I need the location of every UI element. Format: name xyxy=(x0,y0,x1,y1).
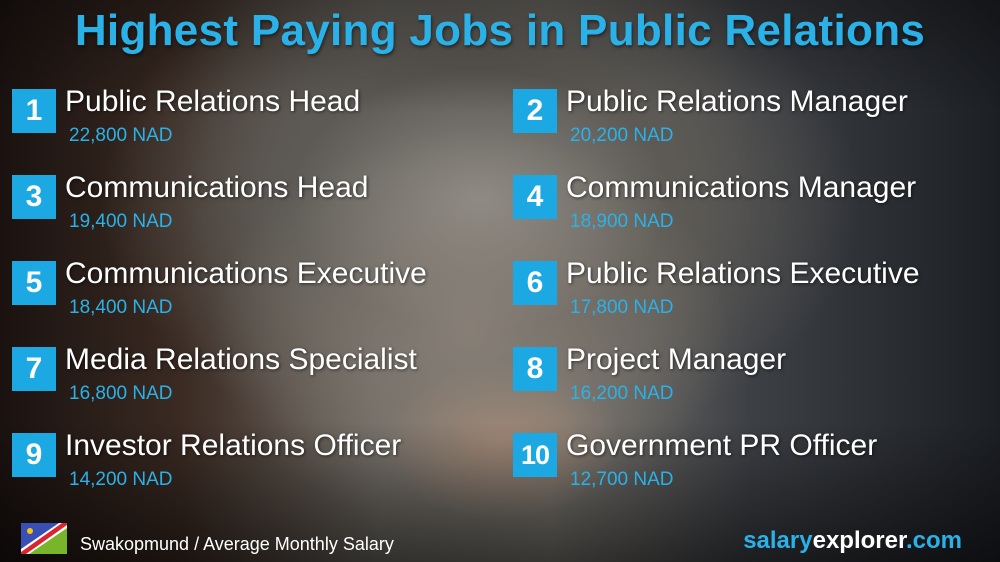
namibia-flag-icon xyxy=(21,523,67,554)
job-title: Investor Relations Officer xyxy=(65,429,402,462)
job-item: 8 Project Manager 16,200 NAD xyxy=(513,343,993,427)
brand-part: explorer xyxy=(812,527,906,554)
page-title: Highest Paying Jobs in Public Relations xyxy=(74,6,926,55)
brand-logo[interactable]: salaryexplorer.com xyxy=(743,527,962,555)
job-salary: 18,900 NAD xyxy=(570,211,674,232)
job-salary: 14,200 NAD xyxy=(69,469,173,490)
job-item: 2 Public Relations Manager 20,200 NAD xyxy=(513,85,993,169)
job-item: 6 Public Relations Executive 17,800 NAD xyxy=(513,257,993,341)
job-item: 9 Investor Relations Officer 14,200 NAD xyxy=(12,429,492,513)
job-title: Public Relations Head xyxy=(65,85,361,118)
rank-badge: 7 xyxy=(12,347,56,391)
job-title: Communications Executive xyxy=(65,257,427,290)
job-salary: 18,400 NAD xyxy=(69,297,173,318)
rank-badge: 3 xyxy=(12,175,56,219)
job-item: 10 Government PR Officer 12,700 NAD xyxy=(513,429,993,513)
job-title: Public Relations Executive xyxy=(566,257,920,290)
job-salary: 12,700 NAD xyxy=(570,469,674,490)
job-title: Project Manager xyxy=(566,343,787,376)
job-item: 1 Public Relations Head 22,800 NAD xyxy=(12,85,492,169)
brand-part: salary xyxy=(743,527,813,554)
rank-badge: 8 xyxy=(513,347,557,391)
job-item: 7 Media Relations Specialist 16,800 NAD xyxy=(12,343,492,427)
job-salary: 19,400 NAD xyxy=(69,211,173,232)
brand-part: .com xyxy=(905,527,962,554)
job-salary: 22,800 NAD xyxy=(69,125,173,146)
job-title: Media Relations Specialist xyxy=(65,343,417,376)
rank-badge: 5 xyxy=(12,261,56,305)
job-title: Government PR Officer xyxy=(566,429,878,462)
rank-badge: 2 xyxy=(513,89,557,133)
location-label: Swakopmund / Average Monthly Salary xyxy=(80,534,394,554)
job-salary: 17,800 NAD xyxy=(570,297,674,318)
job-salary: 16,200 NAD xyxy=(570,383,674,404)
rank-badge: 6 xyxy=(513,261,557,305)
rank-badge: 4 xyxy=(513,175,557,219)
job-salary: 16,800 NAD xyxy=(69,383,173,404)
job-title: Communications Manager xyxy=(566,171,917,204)
job-title: Public Relations Manager xyxy=(566,85,908,118)
rank-badge: 10 xyxy=(513,433,557,477)
rank-badge: 9 xyxy=(12,433,56,477)
job-item: 3 Communications Head 19,400 NAD xyxy=(12,171,492,255)
job-title: Communications Head xyxy=(65,171,369,204)
job-salary: 20,200 NAD xyxy=(570,125,674,146)
rank-badge: 1 xyxy=(12,89,56,133)
job-item: 4 Communications Manager 18,900 NAD xyxy=(513,171,993,255)
job-item: 5 Communications Executive 18,400 NAD xyxy=(12,257,492,341)
